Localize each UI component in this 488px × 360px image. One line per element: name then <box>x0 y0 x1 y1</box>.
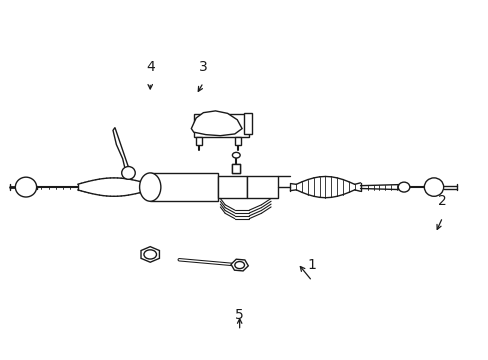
Ellipse shape <box>232 152 240 158</box>
Ellipse shape <box>397 182 409 192</box>
Ellipse shape <box>424 178 443 196</box>
Bar <box>193 114 249 138</box>
Polygon shape <box>244 113 251 134</box>
Polygon shape <box>141 247 159 262</box>
Bar <box>150 173 218 201</box>
Text: 1: 1 <box>307 258 316 272</box>
Polygon shape <box>191 111 242 136</box>
Ellipse shape <box>139 173 161 201</box>
Text: 2: 2 <box>437 194 446 208</box>
Text: 4: 4 <box>145 60 154 74</box>
Bar <box>232 164 239 173</box>
Ellipse shape <box>143 250 156 259</box>
Polygon shape <box>113 127 131 173</box>
Text: 3: 3 <box>199 60 207 74</box>
Ellipse shape <box>15 177 37 197</box>
Bar <box>234 137 240 145</box>
Ellipse shape <box>234 261 244 269</box>
Bar <box>218 176 246 198</box>
Text: 5: 5 <box>235 308 244 322</box>
Bar <box>196 137 202 145</box>
Polygon shape <box>230 259 248 271</box>
Ellipse shape <box>122 167 135 179</box>
Bar <box>246 176 278 198</box>
